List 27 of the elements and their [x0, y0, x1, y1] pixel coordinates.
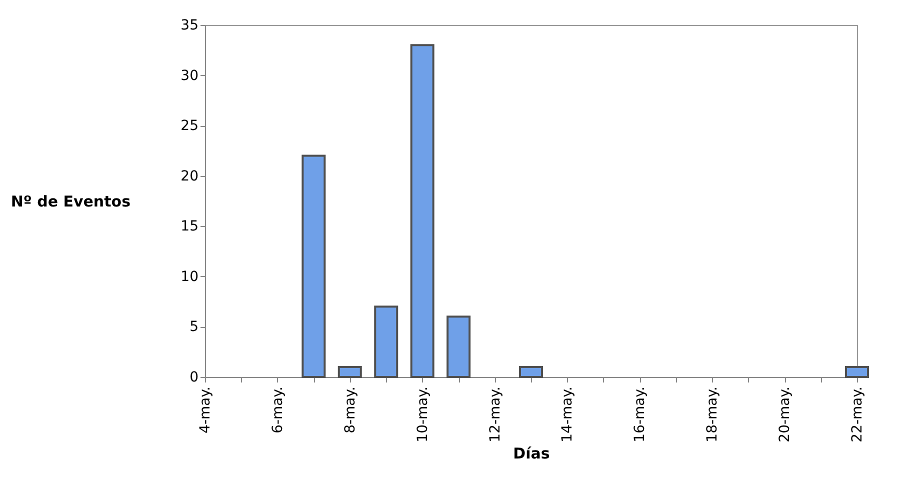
- y-tick-label: 30: [180, 68, 198, 84]
- bar: [338, 366, 362, 378]
- y-tick-label: 0: [190, 370, 198, 386]
- x-tick-label: 14-may.: [560, 386, 576, 442]
- x-axis-title: Días: [513, 444, 550, 462]
- y-tick-label: 20: [180, 168, 198, 184]
- x-tick-label: 6-may.: [270, 386, 286, 434]
- bar: [302, 154, 326, 378]
- x-tick-label: 22-may.: [850, 386, 866, 442]
- x-tick-label: 8-may.: [342, 386, 358, 434]
- bar: [519, 366, 543, 378]
- bar: [410, 44, 434, 378]
- y-tick-label: 10: [180, 268, 198, 285]
- x-tick-label: 20-may.: [777, 386, 794, 442]
- x-tick-label: 18-may.: [704, 386, 721, 442]
- x-tick-label: 12-may.: [487, 386, 504, 442]
- y-tick-label: 15: [180, 218, 198, 235]
- y-tick-label: 5: [190, 319, 198, 336]
- y-tick-label: 35: [180, 18, 198, 34]
- x-tick-label: 4-may.: [198, 386, 214, 434]
- y-tick-label: 25: [180, 118, 198, 134]
- bar: [845, 366, 869, 378]
- y-axis-title: Nº de Eventos: [10, 192, 131, 210]
- x-tick-label: 10-may.: [414, 386, 431, 442]
- bar: [374, 306, 398, 378]
- bar: [446, 316, 471, 378]
- x-tick-label: 16-may.: [632, 386, 648, 442]
